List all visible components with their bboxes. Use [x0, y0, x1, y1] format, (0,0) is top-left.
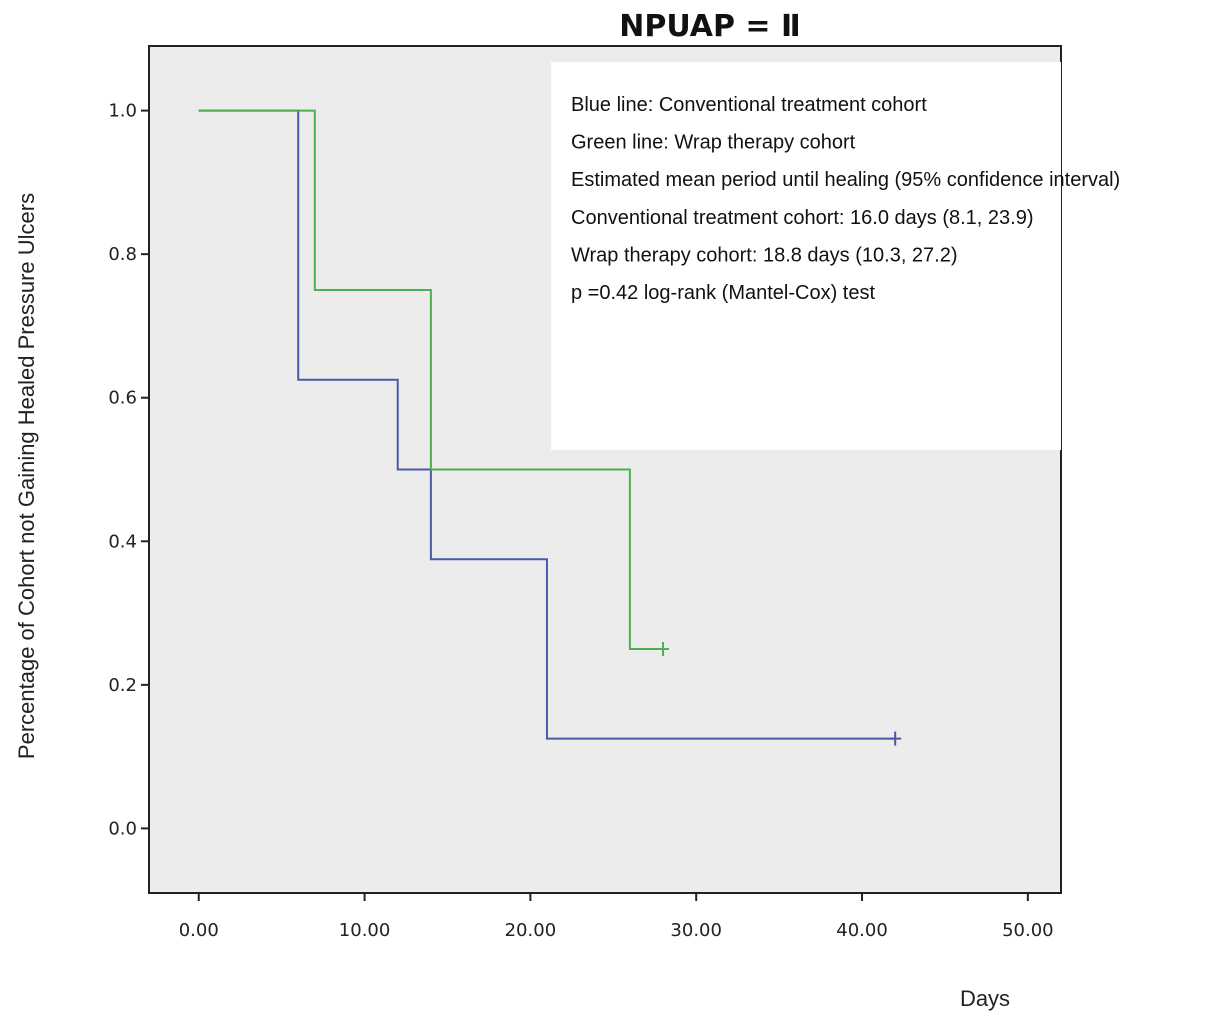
x-tick-label: 20.00 [505, 920, 557, 941]
x-tick-label: 40.00 [836, 920, 888, 941]
legend-line: Green line: Wrap therapy cohort [571, 132, 856, 154]
chart-title: NPUAP = Ⅱ [619, 9, 801, 44]
y-axis-label: Percentage of Cohort not Gaining Healed … [14, 193, 39, 759]
legend: Blue line: Conventional treatment cohort… [571, 94, 1120, 304]
x-tick-label: 10.00 [339, 920, 391, 941]
censor-mark [889, 731, 902, 746]
y-axis: 0.0 0.2 0.4 0.6 0.8 1.0 [108, 101, 149, 839]
x-axis-label: Days [960, 986, 1010, 1011]
legend-line: Estimated mean period until healing (95%… [571, 169, 1120, 191]
conventional-cohort-line [198, 109, 896, 740]
wrap-therapy-cohort-line [198, 109, 664, 650]
x-tick-label: 30.00 [670, 920, 722, 941]
y-tick-label: 0.0 [108, 818, 137, 839]
x-axis: 0.00 10.00 20.00 30.00 40.00 50.00 [179, 893, 1054, 941]
legend-line: Conventional treatment cohort: 16.0 days… [571, 207, 1034, 229]
legend-line: Blue line: Conventional treatment cohort [571, 94, 927, 116]
x-tick-label: 0.00 [179, 920, 219, 941]
y-tick-label: 1.0 [108, 101, 137, 122]
series-layer [198, 109, 902, 746]
legend-line: p =0.42 log-rank (Mantel-Cox) test [571, 282, 875, 304]
legend-box [551, 62, 1061, 450]
y-tick-label: 0.6 [108, 388, 137, 409]
y-tick-label: 0.8 [108, 244, 137, 265]
y-tick-label: 0.2 [108, 675, 137, 696]
censor-mark [657, 641, 670, 656]
y-tick-label: 0.4 [108, 531, 137, 552]
legend-line: Wrap therapy cohort: 18.8 days (10.3, 27… [571, 244, 958, 266]
x-tick-label: 50.00 [1002, 920, 1054, 941]
